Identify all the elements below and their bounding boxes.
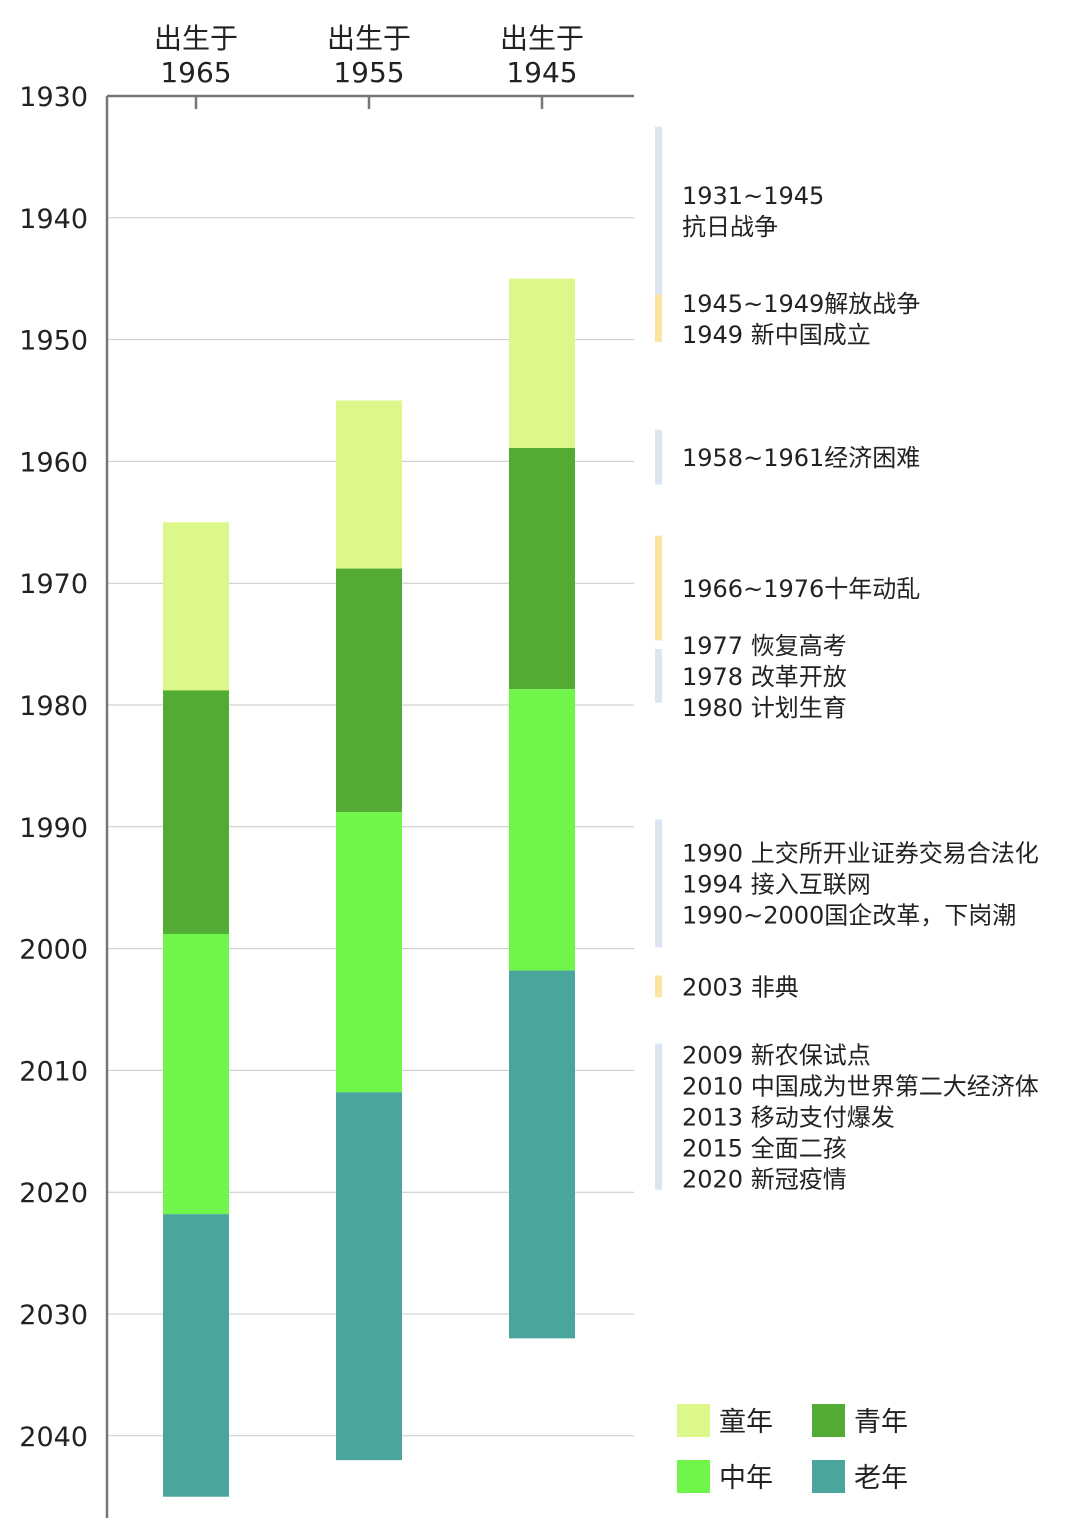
legend-label: 中年: [719, 1463, 773, 1494]
event-label: 2009 新农保试点: [682, 1042, 871, 1070]
event-label: 2013 移动支付爆发: [682, 1104, 895, 1132]
event-label: 1994 接入互联网: [682, 870, 871, 898]
event-marker: [655, 975, 662, 998]
event-label: 1945~1949解放战争: [682, 290, 920, 318]
legend-label: 童年: [719, 1407, 773, 1438]
legend-swatch: [812, 1404, 845, 1437]
column-label-top: 出生于: [327, 22, 411, 55]
y-tick-label: 1970: [19, 569, 88, 600]
y-tick-label: 2030: [19, 1300, 88, 1331]
bar-segment: [336, 568, 402, 813]
event-marker: [655, 1043, 662, 1190]
column-label-year: 1955: [333, 56, 404, 89]
event-label: 2020 新冠疫情: [682, 1166, 847, 1194]
event-label: 1980 计划生育: [682, 694, 847, 722]
y-tick-label: 1930: [19, 82, 88, 113]
y-tick-label: 2020: [19, 1178, 88, 1209]
bar-segment: [509, 689, 575, 971]
event-label: 1931~1945: [682, 182, 824, 210]
bar-segment: [163, 690, 229, 934]
bar-segment: [336, 400, 402, 569]
event-annotations: 1931~1945 抗日战争 1945~1949解放战争 1949 新中国成立 1958…: [655, 126, 1039, 1194]
event-label: 1958~1961经济困难: [682, 444, 920, 472]
legend-swatch: [677, 1404, 710, 1437]
legend-label: 老年: [854, 1463, 908, 1494]
event-marker: [655, 429, 662, 485]
y-tick-label: 2010: [19, 1056, 88, 1087]
bar-segment: [163, 522, 229, 691]
bar-segment: [336, 1092, 402, 1461]
y-axis: 1930 1940 1950 1960 1970 1980 1990 2000 2010 2020…: [19, 82, 634, 1518]
bar-segment: [163, 1214, 229, 1497]
y-tick-label: 1950: [19, 326, 88, 357]
y-tick-label: 1990: [19, 813, 88, 844]
event-label: 1949 新中国成立: [682, 321, 871, 349]
event-marker: [655, 648, 662, 703]
event-marker: [655, 819, 662, 948]
event-marker: [655, 294, 662, 343]
column-label-year: 1965: [160, 56, 231, 89]
event-label: 1966~1976十年动乱: [682, 575, 920, 603]
y-tick-label: 2040: [19, 1422, 88, 1453]
event-marker: [655, 126, 662, 295]
column-label-year: 1945: [506, 56, 577, 89]
stage-bars: [163, 278, 575, 1497]
bar-segment: [509, 278, 575, 449]
bar-segment: [336, 812, 402, 1093]
event-label: 1990 上交所开业证券交易合法化: [682, 839, 1039, 867]
column-label-top: 出生于: [154, 22, 238, 55]
bar-segment: [509, 448, 575, 690]
event-label: 1978 改革开放: [682, 663, 847, 691]
column-label-top: 出生于: [500, 22, 584, 55]
event-marker: [655, 535, 662, 641]
event-label: 1990~2000国企改革，下岗潮: [682, 901, 1016, 929]
y-tick-label: 1940: [19, 204, 88, 235]
event-label: 抗日战争: [682, 213, 778, 241]
event-label: 2003 非典: [682, 973, 799, 1001]
event-label: 2010 中国成为世界第二大经济体: [682, 1073, 1039, 1101]
bar-segment: [509, 970, 575, 1339]
legend-label: 青年: [854, 1407, 908, 1438]
y-tick-label: 1960: [19, 447, 88, 478]
event-label: 2015 全面二孩: [682, 1135, 847, 1163]
bar-segment: [163, 933, 229, 1215]
y-tick-label: 1980: [19, 691, 88, 722]
legend-swatch: [677, 1460, 710, 1493]
y-tick-label: 2000: [19, 935, 88, 966]
event-label: 1977 恢复高考: [682, 632, 847, 660]
legend-swatch: [812, 1460, 845, 1493]
